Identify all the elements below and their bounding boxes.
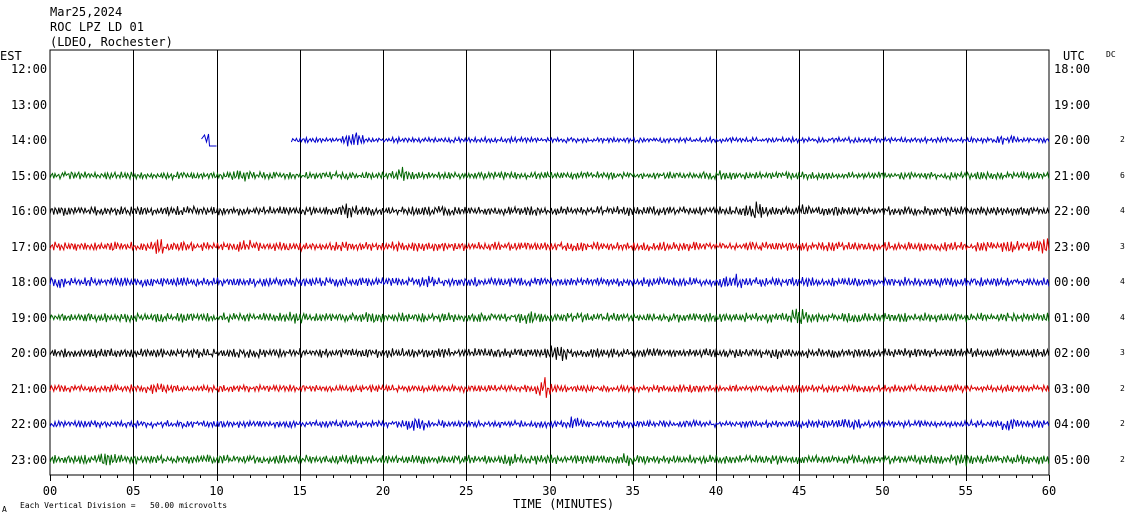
- dc-count-5: 3: [1120, 241, 1125, 251]
- est-label-1500: 15:00: [11, 168, 48, 183]
- utc-label-2000: 20:00: [1054, 133, 1091, 147]
- utc-axis-title: UTC: [1063, 49, 1085, 63]
- x-axis-title: TIME (MINUTES): [513, 497, 615, 511]
- dc-count-11: 2: [1120, 454, 1125, 464]
- est-label-2100: 21:00: [11, 381, 48, 396]
- trace-segment-2-0: [201, 133, 217, 147]
- x-tick-label-05: 05: [126, 484, 141, 498]
- x-tick-label-55: 55: [958, 484, 973, 498]
- utc-label-2300: 23:00: [1054, 239, 1091, 254]
- trace-2000: [49, 345, 1050, 362]
- x-ticks: [50, 475, 1050, 481]
- trace-1400: [290, 132, 1050, 147]
- est-label-1600: 16:00: [11, 204, 48, 218]
- x-tick-label-45: 45: [792, 484, 807, 498]
- utc-label-2200: 22:00: [1054, 204, 1091, 218]
- utc-label-0200: 02:00: [1054, 346, 1091, 360]
- trace-2300: [49, 453, 1050, 467]
- network-label: (LDEO, Rochester): [50, 35, 173, 49]
- dc-count-7: 4: [1120, 312, 1125, 322]
- trace-2200: [49, 416, 1050, 431]
- utc-label-1800: 18:00: [1054, 62, 1091, 76]
- est-label-1400: 14:00: [11, 133, 48, 147]
- utc-label-0500: 05:00: [1054, 452, 1091, 467]
- x-tick-label-00: 00: [42, 484, 58, 498]
- trace-1700: [49, 238, 1050, 254]
- trace-1800: [49, 273, 1050, 289]
- trace-1600: [49, 201, 1050, 219]
- x-tick-label-20: 20: [375, 484, 391, 498]
- x-tick-label-40: 40: [708, 484, 724, 498]
- trace-1900: [49, 308, 1050, 325]
- utc-label-1900: 19:00: [1054, 97, 1091, 112]
- dc-count-3: 6: [1120, 170, 1125, 180]
- trace-1500: [49, 166, 1050, 182]
- dc-count-10: 2: [1120, 419, 1125, 428]
- dc-count-6: 4: [1120, 277, 1125, 286]
- est-label-1300: 13:00: [11, 97, 48, 112]
- dc-count-9: 2: [1120, 383, 1125, 393]
- dc-count-4: 4: [1120, 206, 1125, 215]
- x-tick-label-10: 10: [209, 484, 224, 498]
- est-label-2300: 23:00: [11, 452, 48, 467]
- est-label-2200: 22:00: [11, 417, 48, 431]
- x-tick-label-50: 50: [875, 484, 890, 498]
- est-label-1200: 12:00: [11, 62, 48, 76]
- traces: [49, 132, 1050, 467]
- dc-count-8: 3: [1120, 348, 1125, 357]
- utc-label-2100: 21:00: [1054, 168, 1091, 183]
- x-tick-label-15: 15: [292, 484, 307, 498]
- utc-label-0000: 00:00: [1054, 275, 1091, 289]
- x-tick-label-30: 30: [542, 484, 557, 498]
- plot-frame: [49, 49, 1050, 476]
- date-label: Mar25,2024: [50, 5, 123, 19]
- dc-count-2: 2: [1120, 135, 1125, 144]
- utc-label-0100: 01:00: [1054, 310, 1091, 325]
- scale-note: Each Vertical Division = 50.00 microvolt…: [20, 501, 228, 510]
- utc-label-0400: 04:00: [1054, 417, 1091, 431]
- est-label-1900: 19:00: [11, 310, 48, 325]
- est-axis-title: EST: [0, 49, 22, 63]
- est-label-1800: 18:00: [11, 275, 48, 289]
- grid: [49, 49, 1050, 476]
- utc-label-0300: 03:00: [1054, 381, 1091, 396]
- x-tick-label-25: 25: [459, 484, 474, 498]
- dc-label: DC: [1106, 50, 1116, 59]
- trace-2100: [49, 377, 1050, 398]
- x-tick-label-35: 35: [625, 484, 640, 498]
- est-label-2000: 20:00: [11, 346, 48, 360]
- x-tick-label-60: 60: [1041, 484, 1057, 498]
- est-label-1700: 17:00: [11, 239, 48, 254]
- station-label: ROC LPZ LD 01: [50, 20, 144, 34]
- corner-mark: A: [2, 505, 7, 514]
